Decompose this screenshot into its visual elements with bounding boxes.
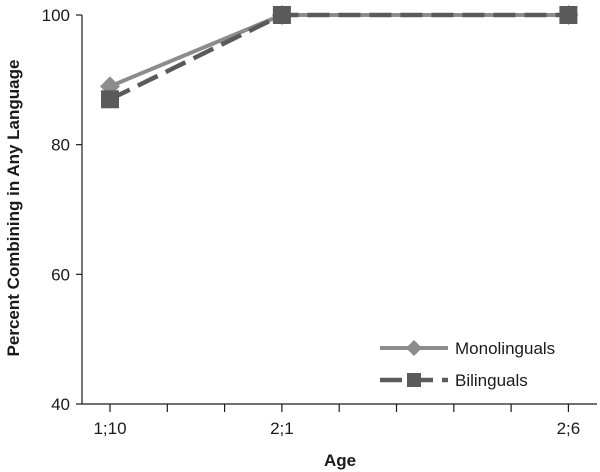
y-tick-label: 40 <box>51 395 70 414</box>
x-tick-label: 2;6 <box>557 419 581 438</box>
y-tick-label: 80 <box>51 136 70 155</box>
x-axis-title: Age <box>324 451 356 470</box>
legend-label-0: Monolinguals <box>455 339 555 358</box>
data-point <box>559 6 578 24</box>
legend-marker <box>406 340 422 356</box>
data-point <box>101 90 119 109</box>
legend-marker <box>407 373 421 387</box>
series-layer <box>100 5 579 109</box>
series-line-0 <box>109 13 569 89</box>
y-axis-title: Percent Combining in Any Language <box>4 60 23 357</box>
y-ticks: 40 60 80 100 <box>42 6 82 414</box>
legend-label-1: Bilinguals <box>455 371 528 390</box>
x-ticks: 1;10 2;1 2;6 <box>93 404 580 438</box>
x-tick-label: 2;1 <box>270 419 294 438</box>
y-tick-label: 100 <box>42 6 70 25</box>
x-tick-label: 1;10 <box>93 419 126 438</box>
legend: Monolinguals Bilinguals <box>380 339 555 390</box>
y-tick-label: 60 <box>51 265 70 284</box>
data-point <box>272 6 291 24</box>
